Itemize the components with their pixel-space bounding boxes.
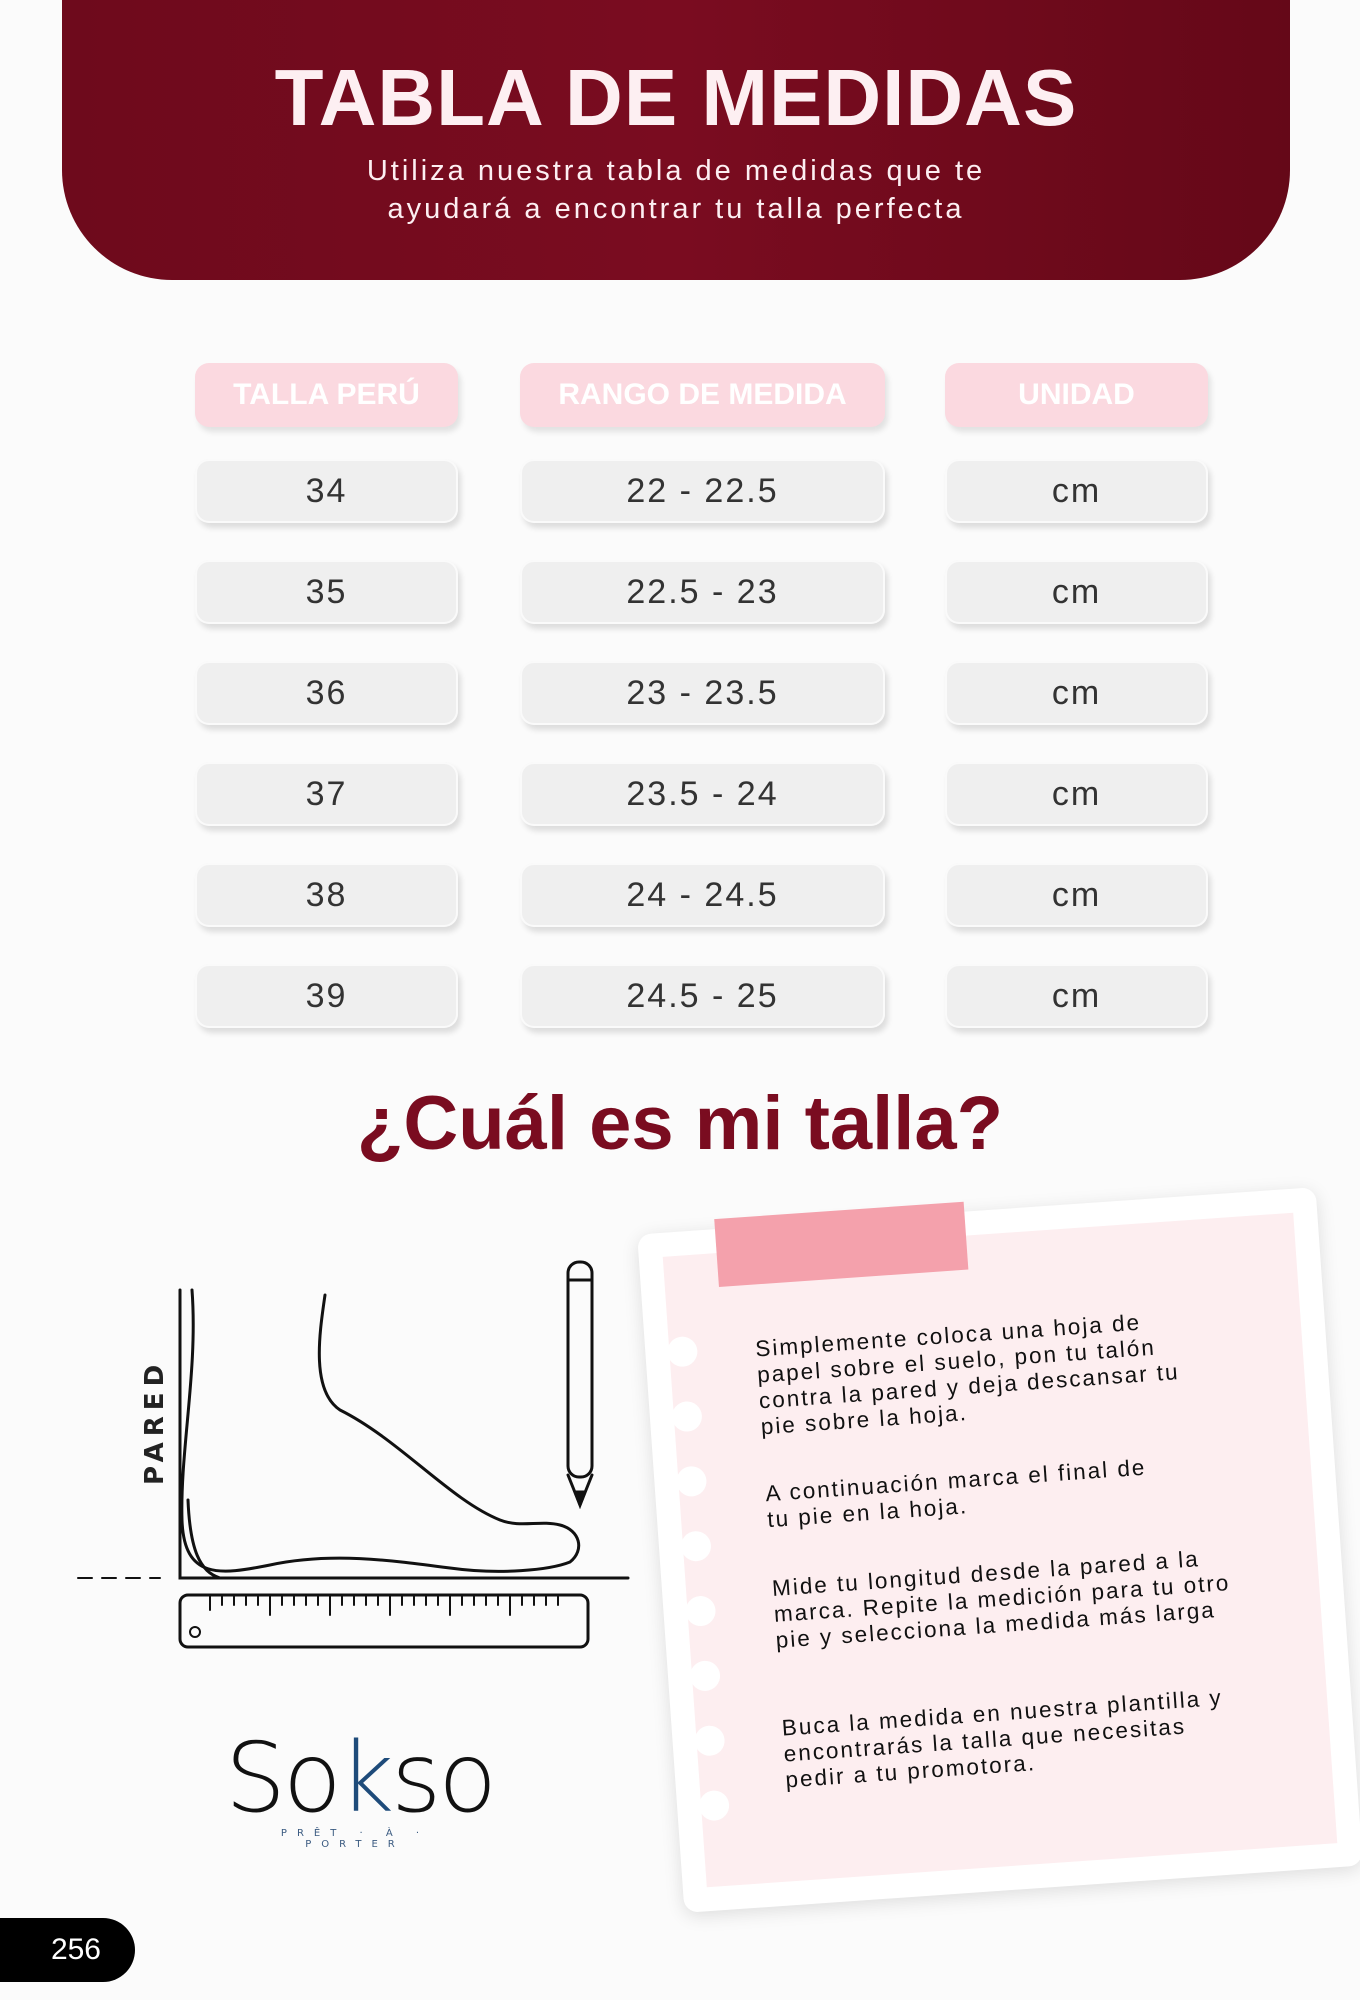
ruler-ticks (209, 1594, 559, 1616)
table-cell-range: 22 - 22.5 (520, 459, 885, 523)
table-cell-range: 22.5 - 23 (520, 560, 885, 624)
section-title: ¿Cuál es mi talla? (356, 1081, 1004, 1166)
page-subtitle: Utiliza nuestra tabla de medidas que te … (366, 155, 986, 225)
table-cell-unit: cm (945, 661, 1208, 725)
table-cell-size: 39 (195, 964, 458, 1028)
table-cell-size: 35 (195, 560, 458, 624)
page-title: TABLA DE MEDIDAS (274, 53, 1078, 142)
table-cell-size: 36 (195, 661, 458, 725)
foot-measurement-illustration (77, 1260, 630, 1649)
table-cell-range: 23 - 23.5 (520, 661, 885, 725)
ruler-icon (178, 1593, 590, 1649)
pencil-icon (566, 1260, 594, 1510)
table-cell-range: 23.5 - 24 (520, 762, 885, 826)
column-header-unit: UNIDAD (945, 363, 1208, 427)
table-cell-unit: cm (945, 964, 1208, 1028)
wall-line (178, 1288, 630, 1580)
column-header-range: RANGO DE MEDIDA (520, 363, 885, 427)
table-cell-unit: cm (945, 863, 1208, 927)
table-cell-range: 24 - 24.5 (520, 863, 885, 927)
instructions-note: Simplemente coloca una hoja de papel sob… (637, 1187, 1360, 1913)
table-cell-size: 38 (195, 863, 458, 927)
header-banner: TABLA DE MEDIDAS Utiliza nuestra tabla d… (62, 0, 1290, 280)
table-cell-range: 24.5 - 25 (520, 964, 885, 1028)
table-cell-unit: cm (945, 560, 1208, 624)
heel-line (186, 1498, 222, 1580)
foot-outline (180, 1288, 581, 1573)
table-cell-unit: cm (945, 762, 1208, 826)
column-header-size: TALLA PERÚ (195, 363, 458, 427)
table-cell-unit: cm (945, 459, 1208, 523)
page-number-badge: 256 (0, 1918, 135, 1982)
table-cell-size: 37 (195, 762, 458, 826)
brand-logo: Sokso PRÊT · À · PORTER (225, 1722, 497, 1850)
table-cell-size: 34 (195, 459, 458, 523)
